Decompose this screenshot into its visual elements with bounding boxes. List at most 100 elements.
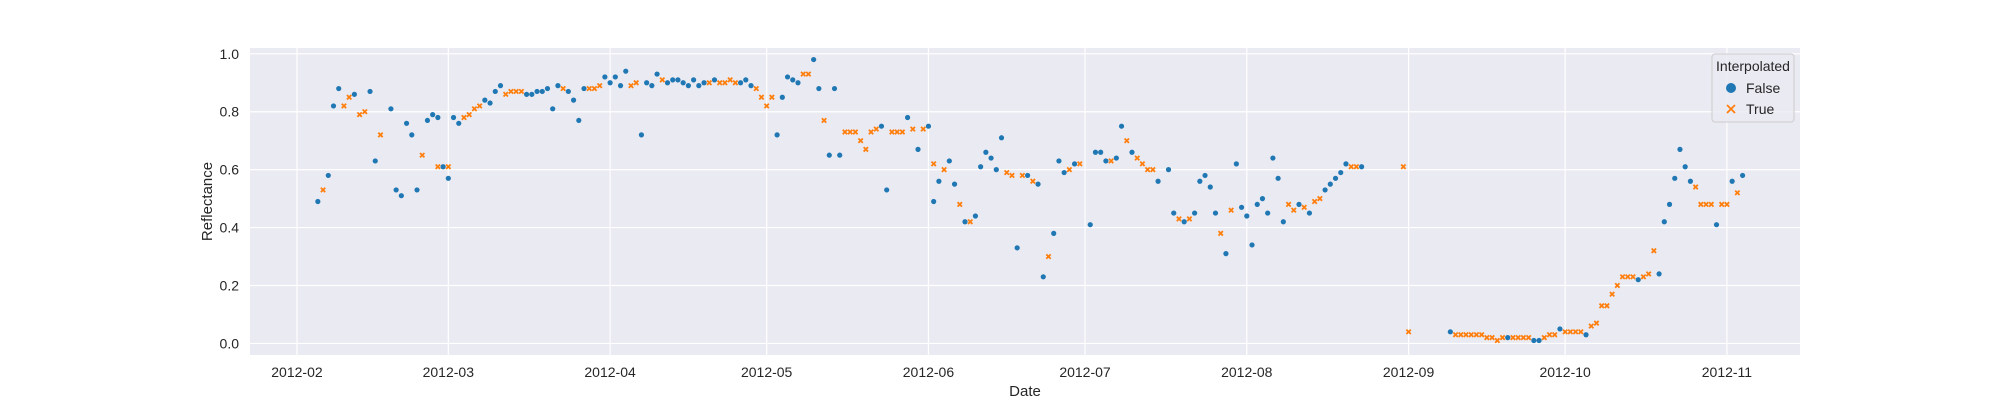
data-point-true-stroke-b (1003, 169, 1010, 176)
data-point-true-stroke-b (628, 82, 634, 89)
data-point-false (737, 80, 744, 86)
data-point-false (424, 117, 431, 124)
data-point-true-stroke-b (1463, 331, 1469, 338)
data-point-false (1275, 175, 1281, 181)
data-point-true (763, 103, 770, 109)
data-point-false (607, 80, 613, 86)
data-point-true-stroke-b (471, 105, 478, 112)
data-point-true (1452, 331, 1459, 338)
data-point-false (691, 77, 697, 83)
data-point-true-stroke-b (1551, 331, 1558, 338)
data-point-false (983, 149, 989, 155)
data-point-false (539, 88, 545, 95)
plot-area (250, 48, 1800, 355)
data-point-false (372, 158, 378, 164)
x-tick-label: 2012-09 (1383, 364, 1435, 380)
x-tick-label: 2012-06 (903, 364, 955, 380)
data-point-false (701, 80, 707, 86)
data-point-true-stroke-b (445, 163, 452, 170)
data-point-false (1672, 175, 1678, 181)
data-point-true-stroke-b (1019, 172, 1026, 179)
data-point-true (1400, 163, 1407, 170)
data-point-true (1484, 334, 1490, 341)
data-point-false (936, 178, 942, 184)
data-point-true (847, 129, 854, 135)
data-point-false (748, 83, 754, 89)
data-point-true (1604, 302, 1610, 309)
data-point-true (1588, 323, 1595, 329)
data-point-true-stroke-b (1228, 207, 1234, 214)
data-point-false (1035, 181, 1041, 187)
data-point-false (1259, 196, 1266, 202)
data-point-false (367, 88, 373, 95)
data-point-true (1734, 189, 1741, 196)
data-point-true-stroke-b (1520, 334, 1527, 341)
data-point-true-stroke-b (847, 129, 854, 135)
data-point-false (550, 106, 556, 112)
y-tick-label: 0.6 (220, 162, 240, 178)
data-point-false (388, 106, 394, 112)
data-point-true-stroke-b (857, 137, 864, 144)
data-point-true-stroke-b (476, 103, 483, 109)
data-point-false (576, 117, 582, 124)
data-point-false (837, 152, 843, 158)
data-point-true-stroke-b (956, 201, 963, 208)
data-point-true (1301, 204, 1308, 211)
data-point-false (330, 103, 337, 109)
data-point-false (1192, 210, 1198, 216)
data-point-true-stroke-b (1301, 204, 1308, 211)
legend-entries: False True (1726, 80, 1780, 117)
data-point-true-stroke-b (1692, 184, 1699, 190)
data-point-true-stroke-b (1724, 201, 1730, 208)
data-point-true (476, 103, 483, 109)
data-point-false (1666, 201, 1673, 207)
data-point-true-stroke-b (1609, 291, 1615, 298)
data-point-true (727, 77, 733, 83)
data-point-true (769, 94, 775, 101)
data-point-true (341, 103, 347, 109)
data-point-true (361, 108, 368, 115)
data-point-false (1249, 242, 1255, 248)
data-point-true (1217, 230, 1224, 237)
data-point-false (1280, 219, 1286, 225)
data-point-false (1656, 271, 1662, 277)
x-tick-label: 2012-02 (271, 364, 323, 380)
data-point-true-stroke-b (1698, 201, 1704, 208)
data-point-false (680, 80, 686, 86)
data-point-false (1223, 251, 1229, 257)
data-point-true (628, 82, 634, 89)
data-point-true (1718, 201, 1725, 208)
data-point-true-stroke-b (1134, 155, 1141, 161)
data-point-true-stroke-b (1567, 328, 1574, 335)
y-axis-label: Reflectance (199, 162, 216, 241)
data-point-false (409, 132, 415, 138)
data-point-true-stroke-b (821, 117, 827, 124)
data-point-true-stroke-b (518, 88, 525, 95)
data-point-false (675, 77, 681, 83)
data-point-true-stroke-b (1066, 166, 1073, 173)
data-point-true-stroke-b (1484, 334, 1490, 341)
data-point-false (336, 85, 342, 92)
data-point-true-stroke-b (1176, 216, 1182, 222)
data-point-true (1572, 328, 1579, 335)
data-point-true (518, 88, 525, 95)
data-point-false (325, 172, 331, 179)
data-point-true-stroke-b (1468, 331, 1475, 338)
data-point-false (904, 114, 911, 121)
data-point-true-stroke-b (1217, 230, 1224, 237)
data-point-true-stroke-b (868, 129, 874, 135)
data-point-true-stroke-b (1651, 247, 1657, 254)
data-point-false (1447, 329, 1453, 335)
data-point-true (1494, 337, 1501, 344)
data-point-false (1103, 158, 1109, 164)
data-point-true (1698, 201, 1704, 208)
data-point-false (774, 132, 780, 138)
data-point-false (623, 68, 629, 74)
data-point-true (1562, 328, 1568, 335)
data-point-false (1155, 178, 1161, 184)
data-point-true-stroke-b (1144, 166, 1151, 173)
data-point-false (403, 120, 410, 126)
data-point-true-stroke-b (466, 111, 473, 118)
data-point-true (346, 94, 352, 101)
data-point-true (508, 88, 514, 95)
